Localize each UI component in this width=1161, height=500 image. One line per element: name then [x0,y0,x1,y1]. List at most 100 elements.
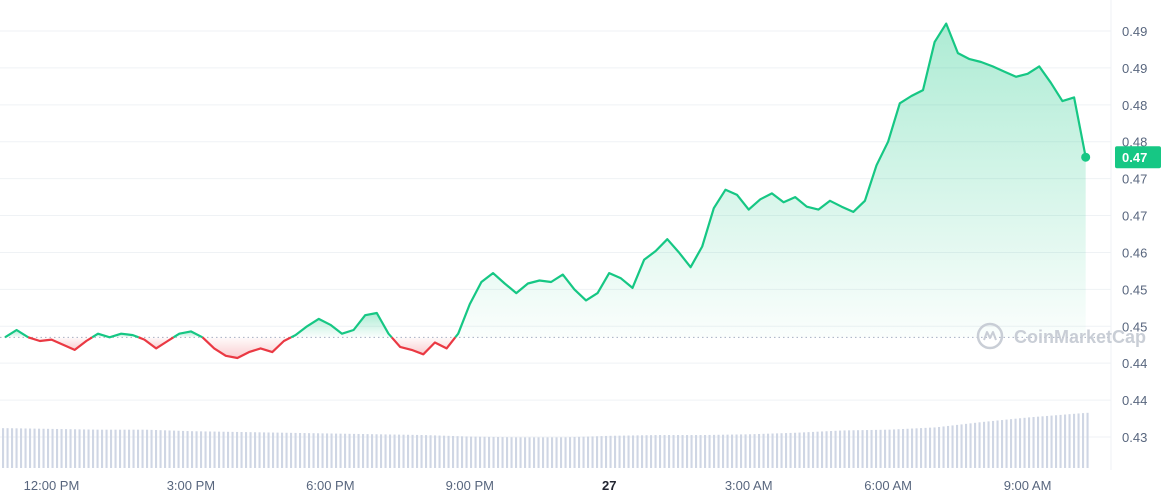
volume-bar [479,436,482,468]
volume-bar [659,435,662,468]
volume-bar [537,437,540,468]
volume-bar [767,433,770,468]
volume-bar [798,432,801,468]
volume-bar [15,428,18,468]
volume-bar [101,429,104,468]
volume-bar [1055,415,1058,468]
volume-bar [929,427,932,468]
volume-bar [726,434,729,468]
volume-bar [276,432,279,468]
price-line-up [454,22,1087,338]
volume-bar [785,433,788,468]
volume-bar [1086,412,1089,468]
price-line-up [290,311,393,339]
volume-bar [335,433,338,468]
volume-bar [141,429,144,468]
volume-bar [56,428,59,468]
volume-bar [474,436,477,468]
volume-bar [987,421,990,468]
volume-bar [893,429,896,468]
volume-bar [416,434,419,468]
volume-bar [1064,414,1067,468]
price-line-down [138,336,175,350]
volume-bar [429,435,432,468]
volume-bar [42,428,45,468]
volume-bar [204,431,207,468]
volume-bar [38,428,41,468]
x-tick-label: 9:00 AM [1004,478,1052,493]
volume-bar [915,428,918,468]
volume-bar [1077,413,1080,468]
volume-bar [222,431,225,468]
volume-bar [213,431,216,468]
volume-bar [555,437,558,468]
volume-bar [681,435,684,468]
volume-bar [78,429,81,468]
volume-bar [717,434,720,468]
volume-bar [254,432,257,468]
volume-bar [443,435,446,468]
volume-bar [564,437,567,468]
volume-bar [663,435,666,468]
volume-bar [402,434,405,468]
area-fill-up [291,312,392,338]
volume-bar [29,428,32,468]
volume-bar [582,436,585,468]
y-tick-label: 0.44 [1122,393,1147,408]
volume-bar [330,433,333,468]
volume-bar [380,434,383,468]
volume-bar [150,429,153,468]
x-tick-label: 6:00 PM [306,478,354,493]
volume-bar [1082,413,1085,468]
volume-bar [704,435,707,468]
last-price-label-bg [1115,146,1161,169]
price-line-up [4,328,29,339]
price-line [4,22,1087,360]
area-fill-down [138,337,174,349]
volume-bar [762,433,765,468]
area-fill-down [391,337,456,355]
volume-bar [600,436,603,468]
volume-bar [857,430,860,468]
volume-bar [830,431,833,468]
volume-bar [33,428,36,468]
volume-bar [114,429,117,468]
volume-bar [65,429,68,468]
volume-bar [492,436,495,468]
volume-bar [1037,416,1040,468]
volume-bar [506,437,509,468]
volume-bar [636,435,639,468]
volume-bar [677,435,680,468]
volume-bar [992,420,995,468]
volume-bar [897,429,900,468]
volume-bar [249,432,252,468]
volume-bar [51,428,54,468]
volume-bar [560,437,563,468]
volume-bar [947,425,950,468]
volume-bar [452,435,455,468]
volume-bar [1059,414,1062,468]
volume-bar [641,435,644,468]
volume-bar [731,434,734,468]
volume-bar [645,435,648,468]
volume-bar [1032,417,1035,468]
volume-bar [978,422,981,468]
y-tick-label: 0.43 [1122,430,1147,445]
volume-bar [321,433,324,468]
area-fill-down [202,337,292,359]
volume-bar [384,434,387,468]
volume-bar [344,433,347,468]
volume-bar [699,435,702,468]
volume-bar [974,422,977,468]
volume-bar [744,434,747,468]
volume-bar [119,429,122,468]
volume-bar [218,431,221,468]
volume-bar [362,434,365,468]
volume-bar [920,428,923,468]
x-tick-label: 27 [602,478,616,493]
x-tick-label: 9:00 PM [446,478,494,493]
volume-bar [605,435,608,468]
volume-bar [758,433,761,468]
volume-bar [164,430,167,468]
